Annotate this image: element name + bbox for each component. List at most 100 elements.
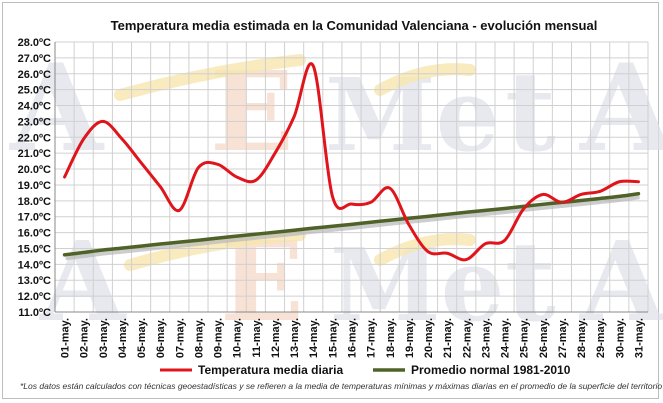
y-tick-label: 17.0ºC (18, 212, 51, 224)
daily-temperature-point (120, 137, 124, 141)
normal-temperature-point (522, 205, 525, 208)
daily-temperature-point (350, 202, 353, 206)
x-tick-label: 04-may. (117, 318, 129, 358)
x-tick-label: 03-may. (98, 318, 110, 358)
daily-temperature-point (159, 185, 162, 188)
x-tick-label: 09-may. (213, 318, 225, 358)
daily-temperature-point (579, 193, 583, 196)
x-tick-label: 01-may. (60, 318, 72, 358)
watermark-glyph: A (579, 217, 663, 346)
x-tick-label: 19-may. (404, 318, 416, 358)
daily-temperature-point (465, 258, 468, 261)
daily-temperature-point (216, 163, 219, 166)
x-tick-label: 23-may. (480, 318, 492, 358)
y-tick-label: 25.0ºC (18, 85, 51, 97)
y-tick-label: 13.0ºC (18, 275, 51, 287)
daily-temperature-point (273, 151, 277, 155)
x-tick-label: 26-may. (538, 318, 550, 358)
normal-temperature-point (407, 217, 411, 220)
chart-footnote: *Los datos están calculados con técnicas… (20, 381, 662, 391)
normal-temperature-point (331, 225, 334, 228)
daily-temperature-point (331, 194, 334, 198)
y-tick-label: 16.0ºC (18, 228, 51, 240)
daily-temperature-point (254, 178, 258, 182)
x-tick-label: 14-may. (308, 318, 320, 358)
normal-temperature-point (101, 248, 105, 252)
daily-temperature-point (598, 190, 602, 193)
watermark-swoosh (374, 63, 476, 96)
normal-temperature-point (445, 213, 449, 216)
x-tick-label: 12-may. (270, 318, 282, 358)
x-tick-label: 06-may. (155, 318, 167, 358)
daily-temperature-point (82, 137, 85, 141)
daily-temperature-point (178, 209, 181, 212)
normal-temperature-point (503, 207, 506, 210)
chart-grid (54, 41, 649, 313)
y-tick-label: 21.0ºC (18, 148, 51, 160)
y-tick-label: 26.0ºC (18, 69, 51, 81)
legend-label-daily: Temperatura media diaria (198, 363, 343, 377)
daily-temperature-point (235, 175, 238, 179)
x-tick-label: 28-may. (576, 318, 588, 358)
daily-temperature-point (369, 201, 372, 204)
y-tick-label: 12.0ºC (18, 291, 51, 303)
y-tick-label: 20.0ºC (18, 164, 51, 176)
normal-temperature-point (426, 215, 430, 218)
daily-temperature-point (503, 239, 506, 242)
normal-temperature-point (139, 244, 143, 248)
x-tick-label: 25-may. (519, 318, 531, 358)
x-tick-label: 20-may. (423, 318, 435, 358)
x-tick-label: 08-may. (193, 318, 205, 358)
daily-temperature-point (312, 64, 315, 68)
x-tick-label: 02-may. (79, 318, 91, 358)
x-tick-label: 13-may. (289, 318, 301, 358)
normal-temperature-point (484, 209, 487, 212)
y-tick-label: 18.0ºC (18, 196, 51, 208)
normal-temperature-point (541, 203, 544, 206)
normal-temperature-point (312, 226, 315, 230)
daily-temperature-point (637, 180, 640, 183)
x-tick-label: 31-may. (633, 318, 645, 358)
x-tick-label: 11-may. (251, 318, 263, 358)
normal-temperature-point (560, 201, 564, 204)
daily-temperature-point (426, 250, 430, 253)
y-tick-label: 11.0ºC (18, 307, 51, 319)
watermark-glyph: t (505, 47, 556, 176)
daily-temperature-point (101, 120, 105, 123)
normal-temperature-point (637, 192, 640, 195)
legend-label-normal: Promedio normal 1981-2010 (411, 363, 571, 377)
normal-temperature-point (63, 253, 66, 257)
normal-temperature-point (388, 219, 391, 222)
x-tick-label: 29-may. (595, 318, 607, 358)
normal-temperature-point (579, 199, 583, 202)
daily-temperature-point (407, 223, 411, 226)
normal-temperature-point (350, 223, 353, 226)
y-tick-label: 27.0ºC (18, 53, 51, 65)
x-tick-label: 18-may. (385, 318, 397, 358)
normal-temperature-point (465, 211, 468, 214)
aemet-watermark: A E Me t AA E Me t A (9, 38, 663, 346)
daily-temperature-point (522, 207, 525, 210)
y-tick-label: 28.0ºC (18, 37, 51, 49)
chart-series (62, 62, 641, 262)
normal-temperature-point (273, 231, 277, 234)
normal-temperature-point (292, 229, 296, 232)
x-tick-label: 21-may. (442, 318, 454, 358)
x-tick-label: 07-may. (174, 318, 186, 358)
normal-temperature-point (235, 234, 238, 238)
daily-temperature-point (618, 180, 621, 183)
x-axis-ticks: 01-may. 02-may. 03-may. 04-may. 05-may. 06-ma… (60, 318, 646, 358)
daily-temperature-point (292, 115, 296, 118)
normal-temperature-point (216, 236, 219, 240)
normal-temperature-point (197, 239, 200, 242)
x-tick-label: 10-may. (232, 318, 244, 358)
watermark-glyph: A (9, 38, 105, 179)
y-axis-ticks: 11.0ºC 12.0ºC 13.0ºC 14.0ºC 15.0ºC 16.0ºC 17.0… (18, 37, 51, 319)
watermark-glyph: A (579, 38, 663, 179)
normal-temperature-point (598, 197, 602, 200)
x-tick-label: 15-may. (327, 318, 339, 358)
daily-temperature-point (63, 175, 66, 179)
series-normal-shadow (65, 194, 640, 261)
x-tick-label: 24-may. (500, 318, 512, 358)
